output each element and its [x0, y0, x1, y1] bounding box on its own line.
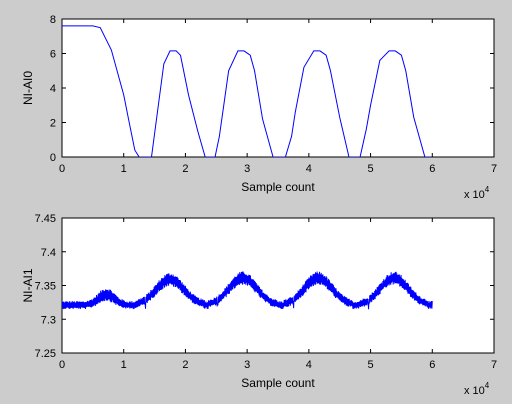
- bottom-xtick-label: 6: [429, 359, 435, 371]
- top-ytick-label: 8: [50, 14, 56, 26]
- bottom-plot-area: [61, 217, 495, 354]
- bottom-x-multiplier: x 104: [464, 381, 490, 397]
- top-xtick-label: 1: [121, 163, 127, 175]
- bottom-ylabel: NI-AI1: [21, 268, 35, 302]
- top-ytick-label: 0: [50, 152, 56, 164]
- top-ytick-label: 2: [50, 118, 56, 130]
- bottom-ytick-label: 7.25: [35, 348, 56, 360]
- bottom-xtick-label: 1: [121, 359, 127, 371]
- bottom-series-line: [62, 271, 433, 310]
- bottom-xtick-label: 7: [491, 359, 497, 371]
- bottom-xtick-label: 5: [368, 359, 374, 371]
- top-xtick-label: 3: [244, 163, 250, 175]
- top-ytick-label: 4: [50, 83, 56, 95]
- bottom-plot: 0 1 2 3 4 5 6 7 7.25 7.3 7.35 7.4 7.45 Sample count NI…: [21, 213, 497, 397]
- bottom-xtick-label: 0: [59, 359, 65, 371]
- top-xtick-label: 7: [491, 163, 497, 175]
- bottom-xtick-label: 3: [244, 359, 250, 371]
- bottom-x-multiplier-exponent: 4: [485, 381, 490, 390]
- bottom-ytick-label: 7.35: [35, 281, 56, 293]
- bottom-ytick-label: 7.4: [41, 247, 56, 259]
- top-xtick-label: 4: [306, 163, 312, 175]
- bottom-xtick-label: 4: [306, 359, 312, 371]
- top-xtick-label: 5: [368, 163, 374, 175]
- bottom-xtick-label: 2: [182, 359, 188, 371]
- top-ytick-label: 6: [50, 49, 56, 61]
- bottom-x-multiplier-base: x 10: [464, 385, 485, 397]
- top-xtick-label: 0: [59, 163, 65, 175]
- top-plot-area: [61, 18, 495, 158]
- top-xtick-label: 6: [429, 163, 435, 175]
- top-xtick-label: 2: [182, 163, 188, 175]
- top-x-multiplier-exponent: 4: [485, 185, 490, 194]
- top-xlabel: Sample count: [241, 180, 315, 194]
- top-x-multiplier: x 104: [464, 185, 490, 201]
- top-x-multiplier-base: x 10: [464, 189, 485, 201]
- bottom-ytick-label: 7.3: [41, 314, 56, 326]
- top-ylabel: NI-AI0: [21, 71, 35, 105]
- bottom-ytick-label: 7.45: [35, 213, 56, 225]
- top-series-line: [62, 25, 432, 157]
- bottom-xlabel: Sample count: [241, 376, 315, 390]
